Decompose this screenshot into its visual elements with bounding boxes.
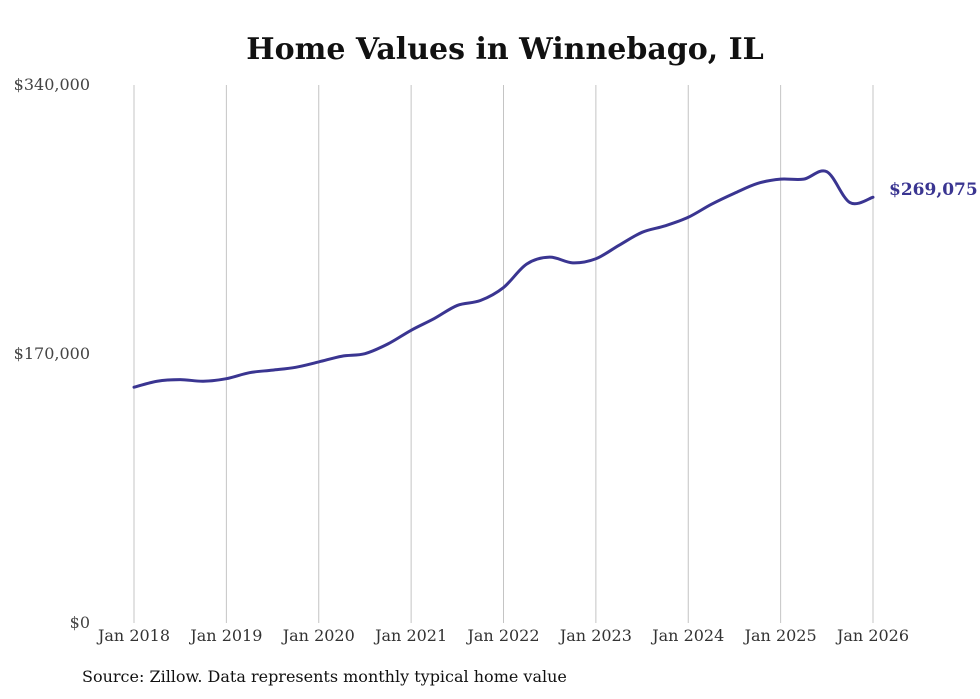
x-tick-label: Jan 2022 [465, 626, 539, 645]
x-tick-label: Jan 2023 [558, 626, 632, 645]
x-tick-label: Jan 2026 [835, 626, 909, 645]
x-tick-label: Jan 2018 [96, 626, 170, 645]
x-tick-label: Jan 2024 [650, 626, 724, 645]
x-tick-label: Jan 2019 [188, 626, 262, 645]
y-tick-label: $340,000 [14, 75, 90, 94]
end-value-label: $269,075 [889, 180, 978, 200]
x-axis-ticks: Jan 2018 Jan 2019 Jan 2020 Jan 2021 Jan 2022… [96, 626, 909, 645]
series-line [132, 169, 875, 389]
x-tick-label: Jan 2021 [373, 626, 447, 645]
y-tick-label: $170,000 [14, 344, 90, 363]
chart-title: Home Values in Winnebago, IL [246, 32, 764, 67]
source-note: Source: Zillow. Data represents monthly … [82, 667, 567, 686]
gridlines [133, 85, 874, 623]
x-tick-label: Jan 2020 [281, 626, 355, 645]
y-axis-ticks: $0 $170,000 $340,000 [14, 75, 90, 632]
y-tick-label: $0 [70, 613, 90, 632]
x-tick-label: Jan 2025 [743, 626, 817, 645]
series-group: $269,075 [132, 169, 978, 389]
